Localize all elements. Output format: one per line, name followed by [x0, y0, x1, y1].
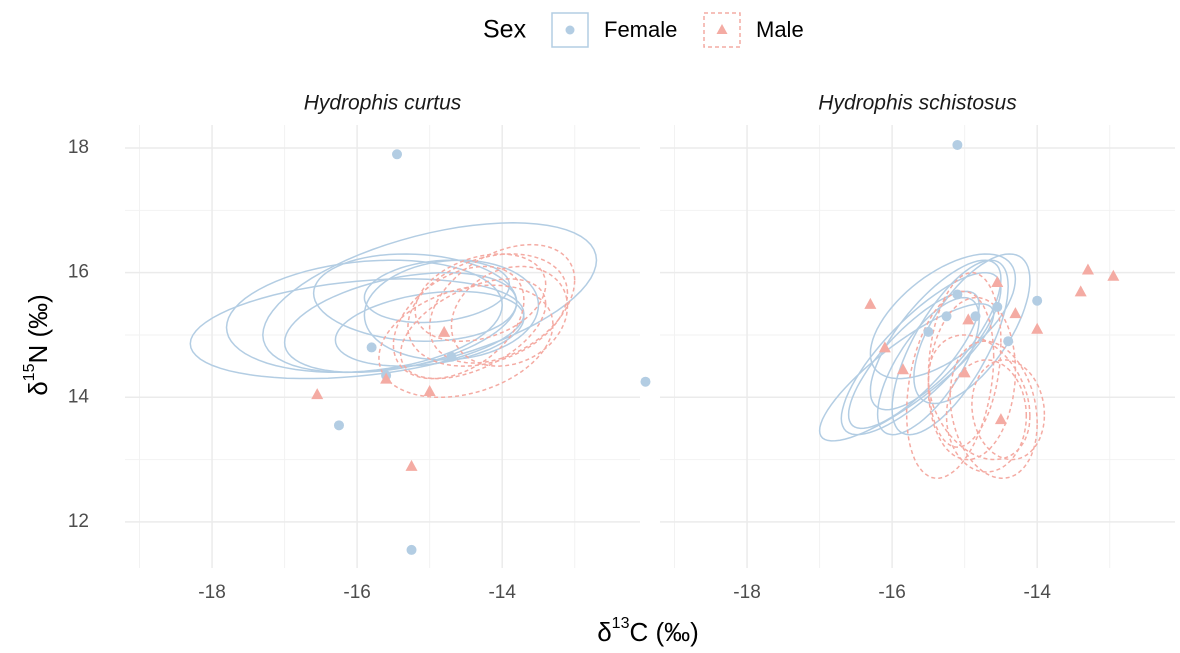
point [438, 325, 451, 337]
point [992, 301, 1003, 312]
point [970, 311, 981, 322]
point [1031, 322, 1044, 334]
ellipse [927, 271, 1002, 448]
y-tick-label: 14 [68, 386, 90, 407]
point [392, 149, 403, 160]
x-tick-label: -18 [733, 582, 760, 603]
ellipse [971, 359, 1046, 461]
legend-marker-female [565, 25, 575, 35]
facet-title: Hydrophis schistosus [818, 92, 1017, 115]
point [366, 342, 377, 353]
x-tick-label: -14 [1023, 582, 1051, 603]
ellipse [363, 259, 511, 324]
ellipse [283, 271, 518, 374]
x-tick-label: -16 [878, 582, 905, 603]
point [952, 139, 963, 150]
x-label-suffix: C (‰) [629, 617, 698, 647]
ellipse [428, 243, 576, 364]
ellipse [399, 278, 547, 380]
ellipse [363, 259, 540, 361]
y-axis-label: δ15N (‰) [21, 294, 53, 396]
point [878, 341, 891, 353]
point [896, 363, 909, 375]
legend-marker-male [716, 24, 728, 34]
point [423, 385, 436, 397]
x-label-sup: 13 [612, 615, 630, 632]
x-tick-label: -16 [343, 582, 370, 603]
point [333, 420, 344, 431]
point [941, 311, 952, 322]
point [1032, 295, 1043, 306]
ellipse [927, 334, 1031, 461]
point [991, 276, 1004, 288]
legend-label: Male [756, 17, 804, 42]
point [311, 388, 324, 400]
facet-title: Hydrophis curtus [304, 92, 462, 115]
point [1081, 263, 1094, 275]
point [406, 544, 417, 555]
ellipse [392, 265, 525, 380]
point [380, 372, 393, 384]
point [640, 376, 651, 387]
y-tick-label: 12 [68, 511, 89, 532]
legend-key-female [551, 12, 589, 48]
x-tick-label: -14 [488, 582, 516, 603]
legend-key-male [703, 12, 741, 48]
point [952, 289, 963, 300]
x-axis-label: δ13C (‰) [597, 615, 699, 647]
y-tick-label: 18 [68, 137, 89, 158]
point [994, 413, 1007, 425]
ellipse [414, 253, 547, 342]
ellipse [869, 253, 1017, 380]
ellipse [312, 253, 518, 342]
ellipse [334, 290, 525, 367]
ellipse [378, 284, 554, 398]
x-tick-label: -18 [198, 582, 225, 603]
point [962, 313, 975, 325]
point [958, 366, 971, 378]
point [1107, 269, 1120, 281]
point [1074, 285, 1087, 297]
x-label-prefix: δ [597, 617, 611, 647]
y-label-prefix: δ [23, 381, 53, 395]
point [405, 459, 418, 471]
ellipse [847, 290, 980, 430]
ellipse [450, 265, 569, 367]
ellipse [407, 253, 569, 367]
ellipse [891, 259, 1009, 436]
point [864, 297, 877, 309]
y-tick-label: 16 [68, 262, 89, 283]
point [1009, 307, 1022, 319]
legend-label: Female [604, 17, 677, 42]
legend-title: Sex [483, 16, 527, 44]
point [923, 326, 934, 337]
ellipse [949, 340, 1038, 480]
point [446, 351, 457, 362]
y-label-sup: 15 [21, 363, 38, 381]
y-label-suffix: N (‰) [23, 294, 53, 363]
point [1003, 336, 1014, 347]
